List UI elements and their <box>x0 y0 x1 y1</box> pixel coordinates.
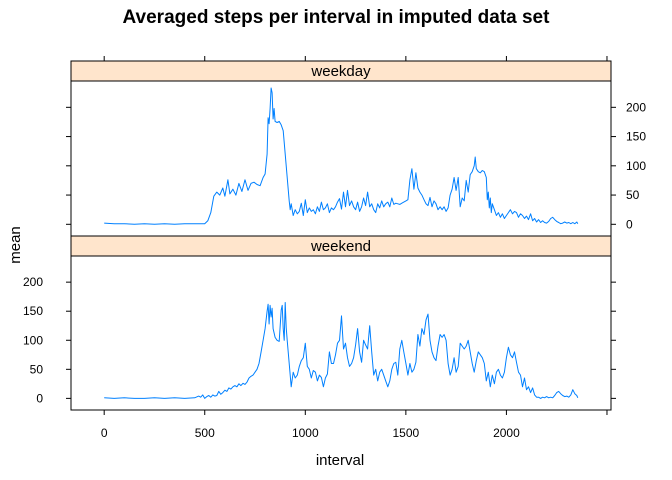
y-tick-label-weekend-100: 100 <box>23 333 43 347</box>
y-tick-label-weekday-0: 0 <box>626 217 633 231</box>
strip-label-weekday: weekday <box>310 63 371 80</box>
x-tick-label-2000: 2000 <box>493 426 520 440</box>
strip-label-weekend: weekend <box>310 238 371 255</box>
y-tick-label-weekend-200: 200 <box>23 275 43 289</box>
x-tick-label-0: 0 <box>101 426 108 440</box>
panel-frame-weekend <box>70 255 612 411</box>
x-tick-label-1500: 1500 <box>393 426 420 440</box>
series-line-weekend <box>104 302 579 399</box>
y-tick-label-weekday-150: 150 <box>626 130 646 144</box>
y-tick-label-weekday-50: 50 <box>626 188 640 202</box>
series-line-weekday <box>104 87 579 225</box>
strip-weekday <box>70 60 612 82</box>
y-axis-label: mean <box>7 226 24 264</box>
panel-frame-weekday <box>70 80 612 237</box>
x-axis-label: interval <box>316 452 364 469</box>
y-tick-label-weekday-200: 200 <box>626 100 646 114</box>
x-tick-label-1000: 1000 <box>292 426 319 440</box>
y-tick-label-weekday-100: 100 <box>626 159 646 173</box>
strip-weekend <box>70 235 612 257</box>
x-tick-label-500: 500 <box>195 426 215 440</box>
y-tick-label-weekend-0: 0 <box>36 391 43 405</box>
chart-title: Averaged steps per interval in imputed d… <box>123 7 551 28</box>
y-tick-label-weekend-50: 50 <box>30 362 44 376</box>
y-tick-label-weekend-150: 150 <box>23 304 43 318</box>
